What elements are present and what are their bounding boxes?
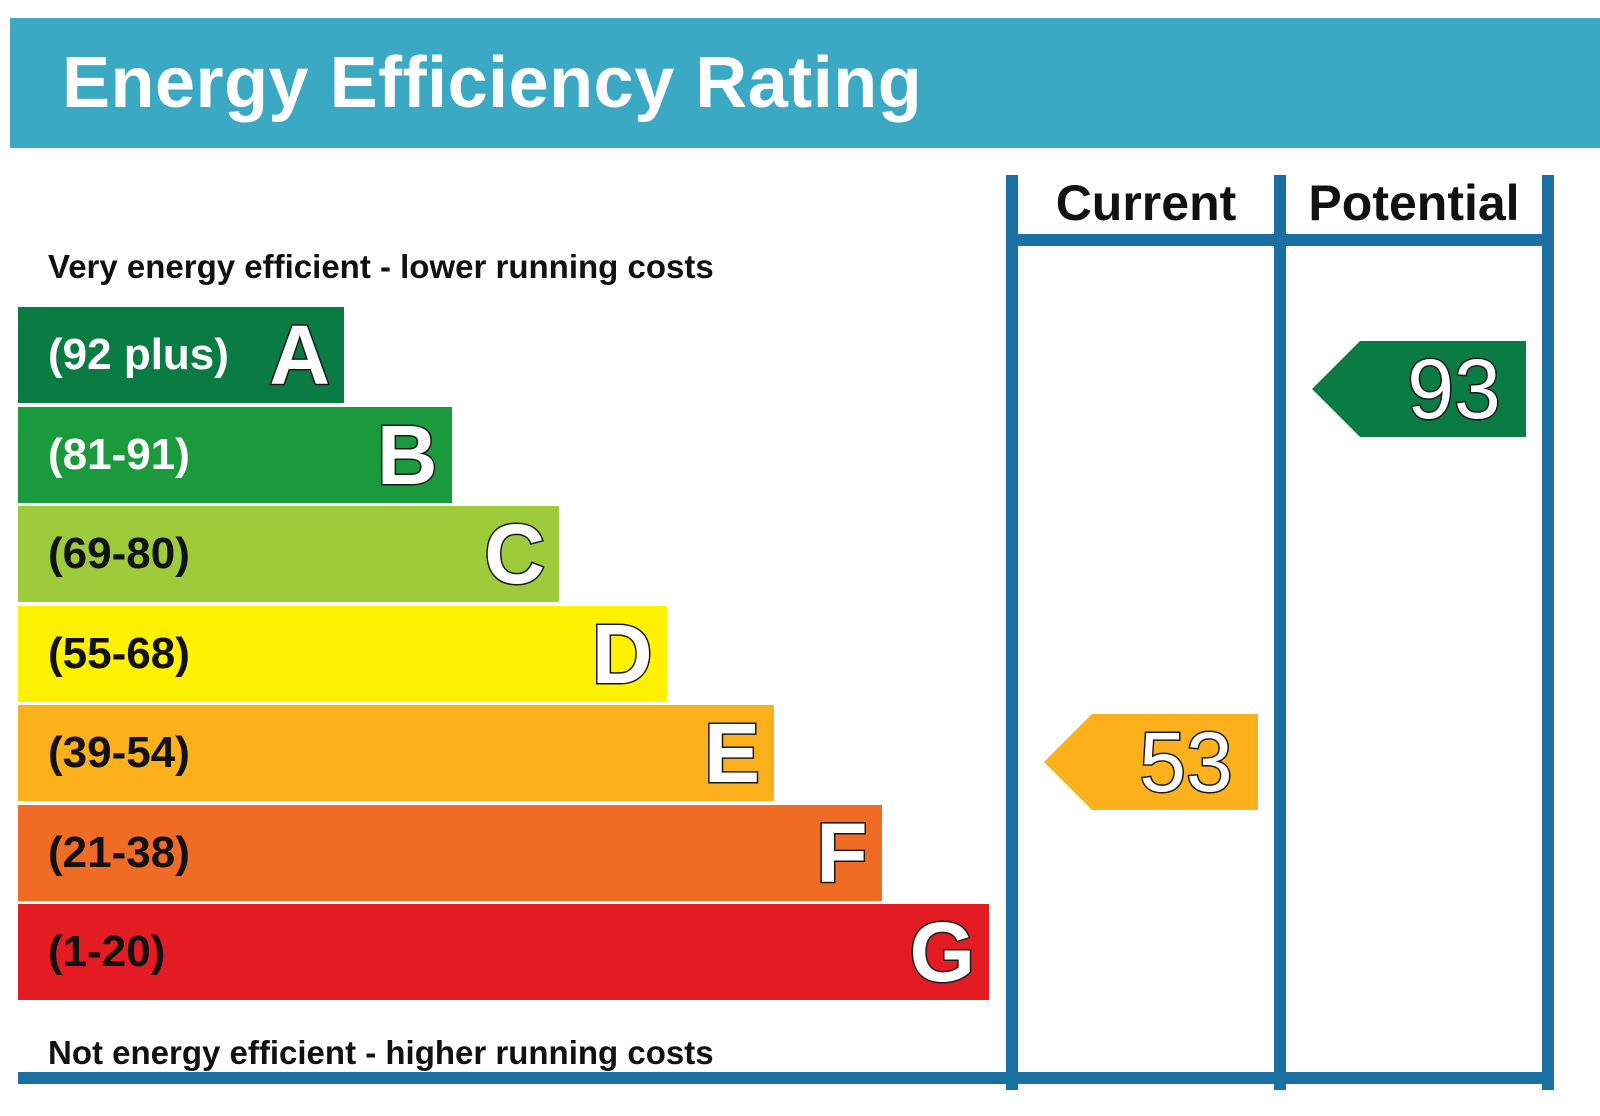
band-range-label: (69-80) (48, 529, 190, 578)
page-title: Energy Efficiency Rating (62, 43, 923, 123)
header-bar: Energy Efficiency Rating (10, 18, 1600, 148)
band-letter: G (908, 905, 976, 999)
band-letter: E (702, 706, 761, 800)
rating-value: 93 (1406, 342, 1502, 436)
frame-line-left (1006, 175, 1018, 1090)
band-a: (92 plus) A (18, 307, 344, 403)
band-range-label: (55-68) (48, 628, 190, 678)
frame-line-right (1542, 175, 1554, 1090)
bottom-caption: Not energy efficient - higher running co… (48, 1034, 714, 1071)
band-letter: F (815, 805, 869, 900)
band-range-label: (21-38) (48, 827, 190, 877)
band-letter: D (590, 606, 654, 701)
column-header-current: Current (1055, 175, 1237, 231)
column-header-potential: Potential (1308, 175, 1520, 231)
band-c: (69-80) C (18, 506, 559, 602)
band-range-label: (92 plus) (48, 330, 229, 379)
header-divider-line (1006, 234, 1554, 246)
rating-arrow-shape (1312, 341, 1526, 437)
band-e: (39-54) E (18, 705, 774, 801)
bottom-frame-line (18, 1072, 1554, 1084)
band-range-label: (39-54) (48, 728, 190, 777)
band-letter: B (375, 407, 439, 502)
top-caption: Very energy efficient - lower running co… (48, 248, 714, 285)
frame-line-middle (1274, 175, 1286, 1090)
band-b: (81-91) B (18, 406, 452, 503)
band-g: (1-20) G (18, 904, 989, 1000)
band-range-label: (1-20) (48, 927, 166, 976)
rating-arrow-shape (1044, 714, 1258, 810)
band-range-label: (81-91) (48, 429, 190, 479)
rating-arrow-current: 53 (1044, 714, 1258, 810)
band-d: (55-68) D (18, 605, 667, 702)
band-letter: A (268, 308, 332, 402)
band-letter: C (483, 507, 547, 601)
rating-value: 53 (1138, 715, 1234, 809)
rating-arrow-potential: 93 (1312, 341, 1526, 437)
band-f: (21-38) F (18, 804, 882, 901)
